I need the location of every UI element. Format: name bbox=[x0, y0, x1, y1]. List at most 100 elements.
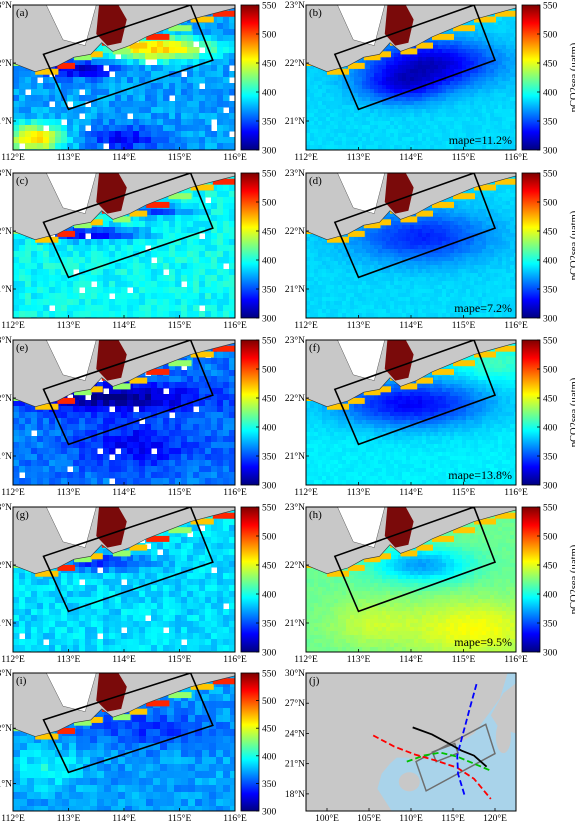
heatmap-cell bbox=[175, 71, 182, 78]
heatmap-cell bbox=[414, 229, 419, 234]
heatmap-cell bbox=[362, 73, 367, 78]
heatmap-cell bbox=[306, 117, 311, 122]
heatmap-cell bbox=[482, 109, 487, 114]
heatmap-cell bbox=[410, 81, 415, 86]
heatmap-cell bbox=[402, 125, 407, 130]
heatmap-cell bbox=[73, 83, 80, 90]
heatmap-cell bbox=[438, 105, 443, 110]
heatmap-cell bbox=[394, 133, 399, 138]
heatmap-cell bbox=[346, 125, 351, 130]
heatmap-cell bbox=[43, 107, 50, 114]
heatmap-cell bbox=[358, 109, 363, 114]
heatmap-cell bbox=[91, 107, 98, 114]
heatmap-cell bbox=[85, 71, 92, 78]
heatmap-cell bbox=[454, 237, 459, 242]
heatmap-cell bbox=[386, 109, 391, 114]
heatmap-cell bbox=[181, 305, 188, 312]
heatmap-cell bbox=[430, 229, 435, 234]
heatmap-cell bbox=[163, 143, 170, 150]
heatmap-cell bbox=[414, 245, 419, 250]
heatmap-cell bbox=[326, 89, 331, 94]
heatmap-cell bbox=[43, 281, 50, 288]
coastal-cell bbox=[432, 33, 454, 40]
heatmap-cell bbox=[205, 221, 212, 228]
heatmap-cell bbox=[121, 287, 128, 294]
heatmap-cell bbox=[193, 83, 200, 90]
heatmap-cell bbox=[199, 257, 206, 264]
heatmap-cell bbox=[97, 137, 104, 144]
heatmap-cell bbox=[97, 59, 104, 66]
heatmap-cell bbox=[187, 245, 194, 252]
heatmap-cell bbox=[490, 45, 495, 50]
heatmap-cell bbox=[346, 77, 351, 82]
heatmap-cell bbox=[67, 119, 74, 126]
heatmap-cell bbox=[199, 89, 206, 96]
heatmap-cell bbox=[175, 287, 182, 294]
heatmap-cell bbox=[91, 71, 98, 78]
heatmap-cell bbox=[91, 59, 98, 66]
heatmap-cell bbox=[478, 197, 483, 202]
heatmap-cell bbox=[181, 53, 188, 60]
heatmap-cell bbox=[199, 23, 206, 30]
heatmap-cell bbox=[434, 69, 439, 74]
heatmap-cell bbox=[181, 287, 188, 294]
heatmap-cell bbox=[157, 131, 164, 138]
heatmap-cell bbox=[362, 245, 367, 250]
heatmap-cell bbox=[382, 217, 387, 222]
heatmap-cell bbox=[322, 125, 327, 130]
heatmap-cell bbox=[430, 53, 435, 58]
heatmap-cell bbox=[157, 143, 164, 150]
heatmap-cell bbox=[61, 89, 68, 96]
heatmap-cell bbox=[85, 59, 92, 66]
heatmap-cell bbox=[474, 45, 479, 50]
heatmap-cell bbox=[434, 93, 439, 98]
heatmap-cell bbox=[67, 89, 74, 96]
heatmap-cell bbox=[43, 311, 50, 318]
heatmap-cell bbox=[506, 37, 511, 42]
heatmap-cell bbox=[139, 311, 146, 318]
heatmap-cell bbox=[211, 287, 218, 294]
heatmap-cell bbox=[103, 113, 110, 120]
heatmap-cell bbox=[486, 45, 491, 50]
heatmap-cell bbox=[402, 81, 407, 86]
heatmap-cell bbox=[418, 117, 423, 122]
heatmap-cell bbox=[187, 215, 194, 222]
heatmap-cell bbox=[97, 299, 104, 306]
heatmap-cell bbox=[115, 83, 122, 90]
heatmap-cell bbox=[342, 93, 347, 98]
heatmap-cell bbox=[434, 77, 439, 82]
heatmap-cell bbox=[490, 193, 495, 198]
heatmap-cell bbox=[450, 101, 455, 106]
heatmap-cell bbox=[229, 251, 235, 258]
heatmap-cell bbox=[486, 201, 491, 206]
heatmap-cell bbox=[510, 45, 515, 50]
heatmap-cell bbox=[342, 65, 347, 70]
heatmap-cell bbox=[458, 205, 463, 210]
heatmap-cell bbox=[378, 101, 383, 106]
heatmap-cell bbox=[145, 257, 152, 264]
heatmap-cell bbox=[510, 65, 515, 70]
heatmap-cell bbox=[486, 37, 491, 42]
heatmap-cell bbox=[502, 49, 507, 54]
heatmap-cell bbox=[314, 117, 319, 122]
heatmap-cell bbox=[438, 237, 443, 242]
heatmap-cell bbox=[498, 109, 503, 114]
heatmap-cell bbox=[85, 245, 92, 252]
heatmap-cell bbox=[145, 215, 152, 222]
heatmap-cell bbox=[310, 105, 315, 110]
heatmap-cell bbox=[458, 49, 463, 54]
heatmap-cell bbox=[145, 47, 152, 54]
heatmap-cell bbox=[338, 125, 343, 130]
heatmap-cell bbox=[454, 109, 459, 114]
heatmap-cell bbox=[430, 245, 435, 250]
heatmap-cell bbox=[422, 221, 427, 226]
heatmap-cell bbox=[91, 137, 98, 144]
heatmap-cell bbox=[354, 105, 359, 110]
heatmap-cell bbox=[61, 305, 68, 312]
heatmap-cell bbox=[109, 113, 116, 120]
heatmap-cell bbox=[211, 53, 218, 60]
heatmap-cell bbox=[229, 17, 235, 24]
heatmap-cell bbox=[450, 77, 455, 82]
heatmap-cell bbox=[502, 249, 507, 254]
heatmap-cell bbox=[181, 119, 188, 126]
